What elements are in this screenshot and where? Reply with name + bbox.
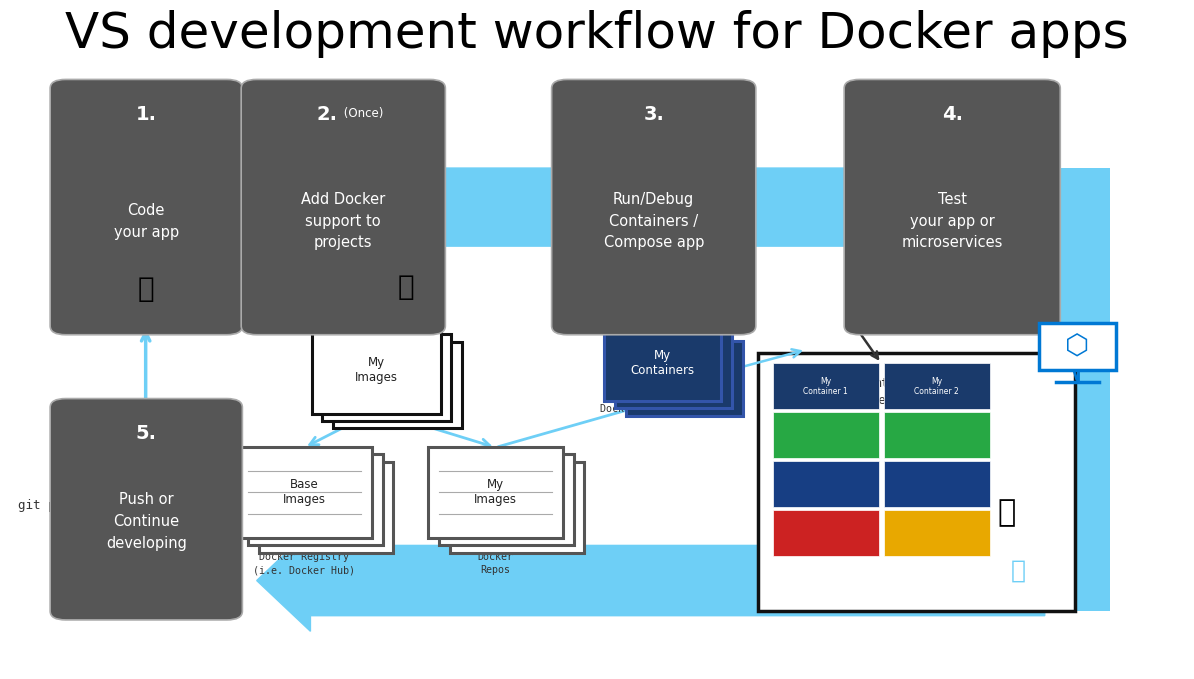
- FancyBboxPatch shape: [604, 326, 721, 401]
- Text: 1.: 1.: [136, 105, 156, 124]
- Text: Code
your app: Code your app: [113, 203, 179, 240]
- Bar: [884, 412, 990, 458]
- FancyBboxPatch shape: [449, 462, 585, 553]
- FancyBboxPatch shape: [50, 399, 242, 620]
- Bar: [884, 510, 990, 556]
- FancyBboxPatch shape: [439, 454, 574, 545]
- FancyBboxPatch shape: [626, 341, 743, 416]
- Text: 4.: 4.: [942, 105, 962, 124]
- Text: 5.: 5.: [136, 424, 156, 443]
- Text: Run/Debug
Containers /
Compose app: Run/Debug Containers / Compose app: [603, 192, 704, 251]
- Text: 3.: 3.: [644, 105, 664, 124]
- FancyBboxPatch shape: [615, 333, 732, 408]
- FancyBboxPatch shape: [322, 334, 451, 421]
- Text: http
access...: http access...: [857, 377, 922, 407]
- Text: 🐋: 🐋: [1011, 558, 1026, 583]
- Text: Add Docker
support to
projects: Add Docker support to projects: [301, 192, 386, 251]
- Text: (Once): (Once): [339, 107, 383, 120]
- Text: Remote
Docker Registry
(i.e. Docker Hub): Remote Docker Registry (i.e. Docker Hub): [253, 538, 356, 575]
- Text: 2.: 2.: [316, 105, 337, 124]
- Bar: [1045, 168, 1110, 611]
- Bar: [758, 353, 1075, 611]
- Bar: [773, 461, 879, 507]
- Text: git push: git push: [18, 499, 78, 513]
- FancyBboxPatch shape: [552, 79, 756, 335]
- FancyBboxPatch shape: [50, 79, 242, 335]
- FancyBboxPatch shape: [241, 79, 445, 335]
- FancyArrow shape: [257, 530, 1045, 631]
- Bar: [1039, 323, 1116, 370]
- Bar: [884, 363, 990, 409]
- Text: 🐳: 🐳: [398, 272, 414, 301]
- FancyBboxPatch shape: [312, 327, 441, 414]
- Bar: [773, 412, 879, 458]
- Text: My
Images: My Images: [474, 478, 517, 507]
- Text: My
Images: My Images: [355, 356, 398, 384]
- FancyBboxPatch shape: [844, 79, 1060, 335]
- Text: Push or
Continue
developing: Push or Continue developing: [106, 492, 186, 551]
- FancyBboxPatch shape: [236, 447, 373, 538]
- FancyBboxPatch shape: [258, 462, 394, 553]
- Text: Local
Docker
Repos: Local Docker Repos: [478, 538, 513, 575]
- FancyBboxPatch shape: [248, 454, 382, 545]
- Bar: [884, 461, 990, 507]
- FancyArrow shape: [78, 153, 1087, 262]
- FancyBboxPatch shape: [333, 342, 462, 428]
- Text: 🐧: 🐧: [997, 498, 1016, 528]
- Text: docker run /
Docker-compose up: docker run / Docker-compose up: [599, 390, 702, 414]
- Text: Base
Images: Base Images: [283, 478, 326, 507]
- FancyBboxPatch shape: [427, 447, 564, 538]
- Bar: [773, 510, 879, 556]
- Text: My
Container 2: My Container 2: [915, 377, 959, 396]
- Text: My
Containers: My Containers: [630, 349, 695, 378]
- Text: My
Container 1: My Container 1: [804, 377, 848, 396]
- Text: ⬡: ⬡: [1065, 332, 1090, 361]
- Text: 📄: 📄: [137, 274, 154, 303]
- Text: VS development workflow for Docker apps: VS development workflow for Docker apps: [66, 10, 1128, 58]
- Text: Test
your app or
microservices: Test your app or microservices: [901, 192, 1003, 251]
- Text: VM: VM: [985, 282, 1021, 302]
- Bar: [773, 363, 879, 409]
